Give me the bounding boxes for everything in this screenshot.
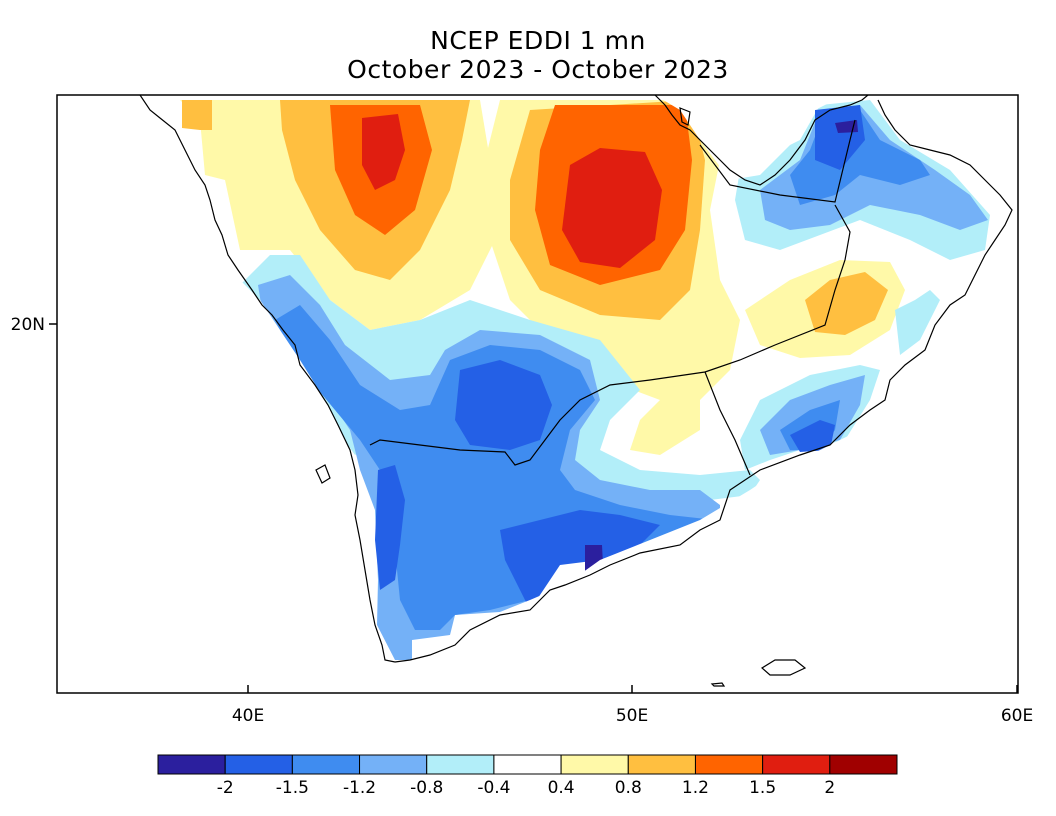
contour-wet-1.5-s: [500, 510, 660, 610]
lon-label-60e: 60E: [1001, 706, 1033, 726]
colorbar-label: 2: [824, 778, 835, 798]
contour-dry-0.8-nw2: [182, 100, 212, 130]
colorbar-label: -0.4: [477, 778, 510, 798]
colorbar-label: -1.5: [276, 778, 309, 798]
border-saudi-oman: [704, 204, 851, 373]
map-frame: [56, 94, 1019, 694]
coast-island-socotra: [760, 659, 807, 676]
contour-wet-1.2-west: [275, 305, 715, 630]
colorbar-swatch: [359, 754, 428, 775]
coast-farasan: [315, 464, 331, 484]
colorbar-label: -0.8: [410, 778, 443, 798]
colorbar-swatch: [291, 754, 361, 775]
colorbar-swatch: [493, 754, 562, 775]
coast-qatar: [679, 107, 691, 126]
colorbar-label: 0.4: [548, 778, 575, 798]
contour-wet-1.5-se: [790, 420, 835, 452]
colorbar-label: 1.5: [749, 778, 776, 798]
colorbar-swatch: [829, 754, 898, 775]
contour-fields: [57, 95, 1018, 693]
map-subtitle: October 2023 - October 2023: [347, 55, 729, 84]
axis-ticks: [49, 323, 1018, 693]
sea-persian-gulf: [655, 95, 870, 180]
coast-gulf: [654, 95, 869, 186]
contour-dry-1.5-center: [562, 148, 662, 268]
contour-wet-1.5-west: [455, 360, 552, 450]
colorbar-swatch: [762, 754, 831, 775]
map-title: NCEP EDDI 1 mn: [430, 26, 646, 55]
colorbar: -2 -1.5 -1.2 -0.8 -0.4 0.4 0.8 1.2 1.5 2: [157, 754, 898, 798]
contour-wet-1.5-sw: [375, 465, 405, 590]
coastlines: [139, 95, 1013, 687]
lon-label-40e: 40E: [232, 706, 264, 726]
colorbar-swatch: [560, 754, 629, 775]
coast-south: [394, 99, 1013, 663]
sea-gulf-oman: [880, 95, 1018, 210]
sea-red-sea: [57, 95, 400, 693]
colorbar-label: -1.2: [343, 778, 376, 798]
coast-west: [139, 95, 396, 663]
contour-wet-0.4-e: [895, 290, 940, 355]
border-yemen-oman: [704, 371, 751, 476]
colorbar-label: -2: [217, 778, 234, 798]
colorbar-swatch: [157, 754, 226, 775]
colorbar-swatch: [627, 754, 696, 775]
contour-dry-0.8-east: [805, 272, 888, 335]
colorbar-swatch: [426, 754, 495, 775]
colorbar-label: 0.8: [615, 778, 642, 798]
coast-island-small: [710, 682, 726, 687]
colorbar-swatch: [694, 754, 764, 775]
contour-dry-1.5-nw: [362, 114, 405, 190]
border-saudi-yemen: [369, 371, 706, 466]
sea-gulf-aden: [385, 200, 1018, 693]
border-uae: [699, 119, 856, 203]
lon-label-50e: 50E: [616, 706, 648, 726]
colorbar-swatch: [224, 754, 293, 775]
lat-label-20n: 20N: [11, 315, 45, 335]
colorbar-label: 1.2: [682, 778, 709, 798]
